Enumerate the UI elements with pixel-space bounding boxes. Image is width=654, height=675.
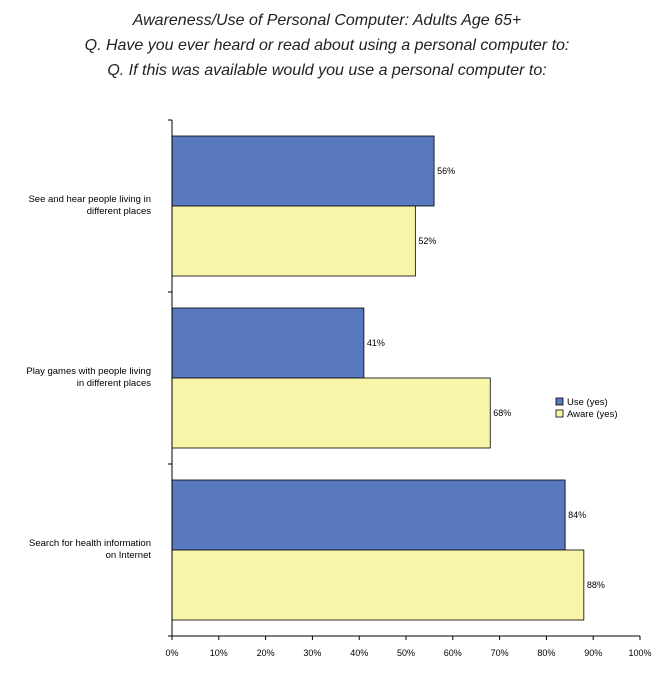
data-label: 52%: [418, 236, 436, 246]
x-tick-label: 80%: [537, 648, 555, 658]
chart-subtitle-use-question: Q. If this was available would you use a…: [107, 62, 547, 79]
chart-title: Awareness/Use of Personal Computer: Adul…: [132, 12, 522, 29]
bar-aware-0: [171, 205, 416, 277]
x-tick-label: 50%: [397, 648, 415, 658]
legend-swatch-aware: [555, 409, 564, 418]
data-label: 41%: [367, 338, 385, 348]
category-label: on Internet: [106, 550, 152, 561]
bar-use-1: [171, 307, 365, 379]
x-tick-label: 60%: [444, 648, 462, 658]
x-tick-label: 10%: [210, 648, 228, 658]
category-label: Search for health information: [29, 538, 151, 549]
bar-aware-2: [171, 549, 585, 621]
category-label: different places: [87, 206, 152, 217]
data-label: 84%: [568, 510, 586, 520]
legend-label: Use (yes): [567, 397, 608, 408]
chart-subtitle-aware-question: Q. Have you ever heard or read about usi…: [84, 37, 570, 54]
x-tick-label: 20%: [257, 648, 275, 658]
legend-label: Aware (yes): [567, 409, 618, 420]
data-label: 88%: [587, 580, 605, 590]
bar-use-0: [171, 135, 435, 207]
chart-titles: Awareness/Use of Personal Computer: Adul…: [0, 8, 654, 83]
category-label: Play games with people living: [26, 366, 151, 377]
bar-aware-1: [171, 377, 491, 449]
x-tick-label: 100%: [628, 648, 651, 658]
x-tick-label: 70%: [491, 648, 509, 658]
category-label: in different places: [77, 378, 152, 389]
x-tick-label: 30%: [303, 648, 321, 658]
bar-use-2: [171, 479, 566, 551]
data-label: 56%: [437, 166, 455, 176]
x-tick-label: 0%: [165, 648, 178, 658]
x-tick-label: 40%: [350, 648, 368, 658]
x-tick-label: 90%: [584, 648, 602, 658]
data-label: 68%: [493, 408, 511, 418]
legend-swatch-use: [555, 397, 564, 406]
category-label: See and hear people living in: [28, 194, 151, 205]
